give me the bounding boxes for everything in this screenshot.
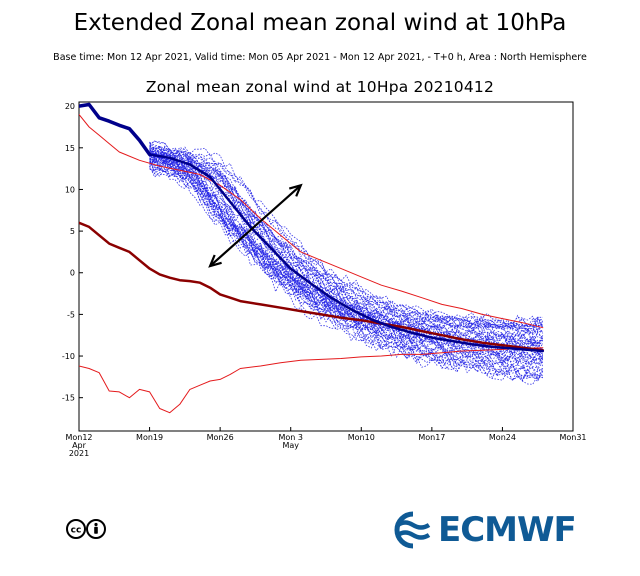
page-subtitle: Base time: Mon 12 Apr 2021, Valid time: … [53, 52, 587, 63]
y-tick-label: 10 [65, 185, 75, 194]
x-tick-label: Mon26 [207, 433, 234, 442]
ensemble-member-line [149, 152, 544, 373]
ensemble-member-line [149, 151, 543, 379]
x-tick-label: Mon24 [489, 433, 516, 442]
spread-arrow-line [209, 184, 302, 267]
y-tick-label: -15 [62, 394, 75, 403]
ensemble-member-line [149, 141, 543, 346]
ensemble-member-line [149, 159, 543, 330]
ensemble-member-line [149, 157, 543, 375]
plot-area [79, 102, 545, 414]
ensemble-member-line [149, 153, 544, 334]
creative-commons-icon: cc [66, 518, 106, 544]
ensemble-member-line [149, 166, 544, 336]
ensemble-member-line [149, 158, 544, 353]
x-tick-label: Mon 3 [278, 433, 303, 442]
ensemble-member-line [149, 150, 543, 363]
ensemble-member-line [149, 161, 543, 365]
ensemble-member-line [149, 152, 543, 368]
ensemble-member-line [149, 168, 544, 336]
page-title: Extended Zonal mean zonal wind at 10hPa [73, 10, 567, 36]
y-tick-label: -5 [67, 310, 75, 319]
spread-arrow-head [288, 183, 303, 197]
ensemble-member-line [149, 160, 544, 365]
x-tick-label: Mon12 [65, 433, 92, 442]
ensemble-member-line [149, 145, 544, 382]
ensemble-member-line [149, 144, 543, 331]
ensemble-member-line [149, 158, 543, 377]
ensemble-member-line [149, 153, 543, 345]
ensemble-member-line [149, 143, 543, 338]
ecmwf-wordmark: ECMWF [438, 510, 577, 550]
x-tick-label: Mon17 [418, 433, 445, 442]
ensemble-member-line [149, 149, 544, 371]
x-tick-sublabel: May [282, 441, 299, 450]
climate-max-line [79, 114, 544, 329]
ecmwf-logo: ECMWF [392, 510, 577, 550]
ensemble-member-line [149, 148, 544, 361]
ensemble-member-line [149, 158, 544, 383]
ensemble-member-line [149, 149, 543, 344]
ensemble-member-line [149, 155, 544, 356]
climate-min-line [79, 347, 544, 414]
ensemble-member-line [149, 140, 544, 348]
x-tick-label: Mon10 [348, 433, 375, 442]
analysis-line [79, 102, 152, 157]
ensemble-member-line [149, 158, 544, 335]
svg-text:cc: cc [71, 526, 82, 536]
spread-arrow-head [208, 254, 222, 268]
x-tick-label: Mon31 [559, 433, 586, 442]
ensemble-member-line [149, 152, 543, 330]
x-tick-label: Mon19 [136, 433, 163, 442]
ensemble-member-line [149, 145, 543, 359]
chart-title: Zonal mean zonal wind at 10Hpa 20210412 [145, 78, 495, 96]
y-tick-label: -10 [62, 352, 75, 361]
ecmwf-emblem-icon [394, 511, 431, 549]
ensemble-member-line [149, 146, 544, 351]
x-tick-sublabel: Apr [72, 441, 87, 450]
ensemble-mean-line [148, 153, 545, 353]
y-tick-label: 0 [70, 269, 75, 278]
y-tick-label: 15 [65, 144, 75, 153]
y-tick-label: 5 [70, 227, 75, 236]
y-tick-label: 20 [65, 102, 75, 111]
x-tick-sublabel: 2021 [69, 449, 89, 458]
ensemble-member-line [149, 148, 544, 328]
climate-mean-line [79, 221, 545, 352]
plot-frame [78, 101, 574, 432]
ensemble-member-line [149, 156, 543, 328]
